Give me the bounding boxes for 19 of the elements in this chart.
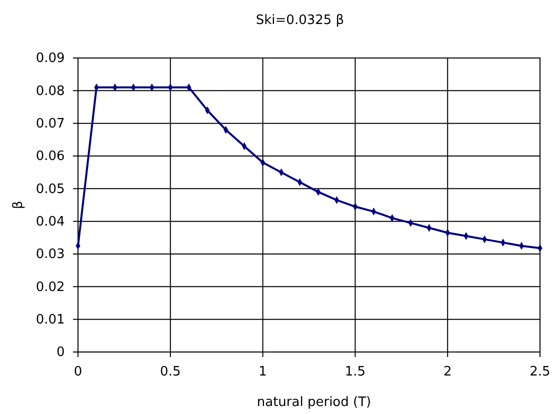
y-tick-label: 0.05 [36, 182, 65, 197]
x-tick-label: 1.5 [344, 364, 366, 380]
y-tick-label: 0.03 [36, 247, 65, 262]
y-tick-label: 0.04 [36, 214, 65, 230]
x-tick-label: 1 [258, 364, 267, 380]
x-tick-label: 2.5 [530, 364, 550, 380]
y-tick-label: 0.01 [36, 312, 65, 328]
x-tick-label: 0 [74, 364, 82, 380]
y-tick-label: 0.07 [36, 116, 65, 132]
y-tick-label: 0 [56, 345, 65, 360]
x-tick-label: 2 [443, 364, 452, 380]
y-tick-label: 0.02 [36, 280, 65, 295]
y-tick-label: 0.08 [36, 84, 65, 99]
x-tick-label: 0.5 [160, 364, 181, 380]
y-tick-label: 0.09 [36, 51, 65, 66]
chart-title: Ski=0.0325 β [256, 13, 344, 28]
x-axis-title: natural period (T) [256, 395, 372, 410]
y-axis-title: β [11, 200, 26, 210]
y-tick-label: 0.06 [36, 149, 65, 164]
